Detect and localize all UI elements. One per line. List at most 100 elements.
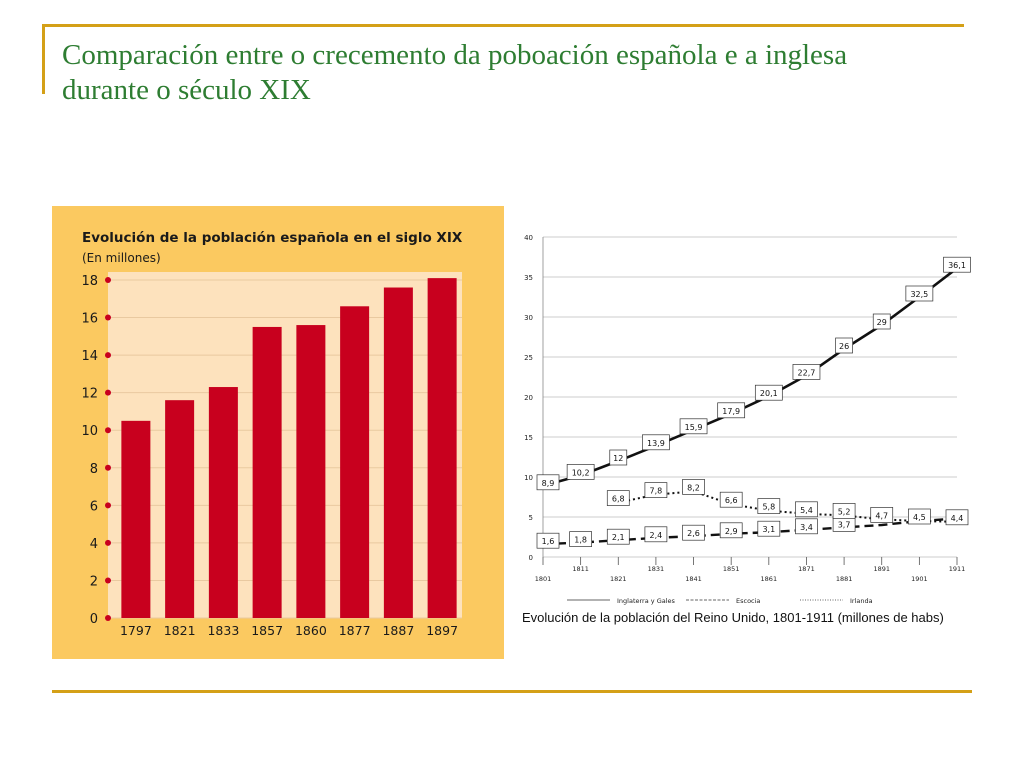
uk-data-label-box	[795, 501, 818, 518]
uk-data-label: 3,1	[762, 525, 775, 534]
uk-series-line-2	[618, 490, 958, 523]
uk-x-tick-label: 1851	[723, 565, 740, 573]
spain-x-tick-label: 1797	[120, 623, 152, 638]
uk-data-label-box	[905, 285, 934, 302]
spain-y-axis-dot	[105, 389, 111, 396]
spain-y-axis-dot	[105, 352, 111, 359]
uk-data-label-box	[682, 524, 705, 541]
uk-data-label: 32,5	[910, 290, 928, 299]
uk-data-label: 20,1	[760, 389, 778, 398]
uk-data-label: 8,2	[687, 483, 700, 492]
spain-y-axis-dot	[105, 502, 111, 509]
slide-title-line1: Comparación entre o crecemento da poboac…	[62, 39, 848, 71]
spain-bar	[252, 326, 282, 618]
spain-y-axis-dot	[105, 615, 111, 621]
uk-data-label: 2,6	[687, 529, 700, 538]
spain-chart-subtitle: (En millones)	[82, 251, 161, 265]
uk-x-tick-label: 1901	[911, 575, 928, 583]
spain-x-tick-label: 1860	[295, 623, 327, 638]
uk-data-label-box	[606, 528, 630, 545]
uk-data-label-box	[536, 474, 560, 491]
uk-x-tick-label: 1821	[610, 575, 627, 583]
uk-data-label: 13,9	[647, 439, 665, 448]
spain-y-axis-dot	[105, 427, 111, 434]
uk-x-tick-label: 1871	[798, 565, 815, 573]
uk-y-tick-label: 20	[524, 394, 533, 402]
uk-y-tick-label: 35	[524, 274, 533, 282]
uk-y-tick-label: 5	[529, 514, 533, 522]
spain-y-tick-label: 16	[81, 312, 98, 327]
uk-data-label: 3,4	[800, 523, 813, 532]
uk-x-tick-label: 1811	[572, 565, 589, 573]
uk-y-tick-label: 0	[529, 554, 533, 562]
uk-data-label-box	[717, 402, 746, 419]
frame-bottom-line	[52, 690, 972, 693]
uk-y-tick-label: 15	[524, 434, 533, 442]
spain-x-tick-label: 1857	[251, 623, 283, 638]
uk-data-label: 5,8	[762, 503, 775, 512]
uk-data-label-box	[757, 498, 781, 514]
spain-y-axis-dot	[105, 464, 111, 471]
uk-x-tick-label: 1881	[836, 575, 853, 583]
uk-data-label-box	[566, 464, 595, 480]
uk-x-tick-label: 1891	[873, 565, 890, 573]
spain-y-tick-label: 2	[90, 574, 98, 589]
spain-bar	[165, 400, 195, 618]
spain-y-tick-label: 18	[81, 274, 98, 289]
uk-data-label: 29	[877, 318, 887, 327]
spain-y-axis-dot	[105, 539, 111, 546]
uk-data-label-box	[943, 256, 971, 273]
uk-data-label-box	[682, 479, 705, 495]
spain-y-tick-label: 8	[90, 462, 98, 477]
uk-data-label: 26	[839, 342, 849, 351]
uk-data-label-box	[644, 526, 668, 543]
uk-x-tick-label: 1831	[648, 565, 665, 573]
uk-data-label: 15,9	[685, 423, 703, 432]
uk-data-label: 3,7	[838, 520, 851, 529]
uk-data-label: 36,1	[948, 261, 966, 270]
uk-data-label: 4,4	[951, 514, 964, 523]
uk-data-label: 7,8	[650, 487, 663, 496]
uk-data-label-box	[795, 518, 818, 535]
uk-data-label-box	[609, 449, 628, 466]
slide-title-line2: durante o século XIX	[62, 74, 311, 106]
uk-y-tick-label: 40	[524, 234, 533, 242]
uk-data-label: 8,9	[542, 479, 555, 488]
spain-y-axis-dot	[105, 314, 111, 321]
slide-title: Comparación entre o crecemento da poboac…	[62, 38, 962, 108]
spain-chart-title: Evolución de la población española en el…	[82, 230, 463, 246]
uk-data-label: 5,4	[800, 506, 813, 515]
spain-y-tick-label: 6	[90, 499, 98, 514]
uk-data-label: 5,2	[838, 507, 851, 516]
uk-data-label-box	[719, 491, 743, 508]
uk-legend-label: Escocia	[736, 597, 760, 605]
uk-data-label-box	[792, 364, 821, 380]
uk-x-tick-label: 1801	[535, 575, 552, 583]
spain-x-tick-label: 1877	[339, 623, 371, 638]
uk-series-line-0	[542, 267, 958, 488]
spain-bar	[208, 387, 238, 618]
spain-x-tick-label: 1887	[382, 623, 414, 638]
uk-data-label: 2,4	[650, 531, 663, 540]
uk-x-tick-label: 1841	[685, 575, 702, 583]
spain-x-tick-label: 1821	[164, 623, 196, 638]
uk-data-label: 4,5	[913, 513, 926, 522]
uk-data-label-box	[832, 503, 856, 519]
uk-data-label: 22,7	[798, 368, 816, 377]
spain-bar	[340, 306, 370, 618]
uk-data-label: 17,9	[722, 407, 740, 416]
spain-y-tick-label: 10	[81, 424, 98, 439]
uk-series-line-1	[542, 517, 958, 546]
uk-data-label-box	[757, 520, 781, 537]
uk-legend-label: Irlanda	[850, 597, 873, 605]
spain-y-tick-label: 4	[90, 537, 98, 552]
uk-data-label-box	[870, 507, 894, 523]
uk-data-label-box	[754, 384, 783, 401]
spain-y-tick-label: 0	[90, 612, 98, 627]
uk-data-label-box	[679, 418, 708, 435]
uk-data-label-box	[569, 531, 592, 547]
uk-data-label-box	[642, 434, 670, 451]
uk-data-label: 1,8	[574, 536, 587, 545]
